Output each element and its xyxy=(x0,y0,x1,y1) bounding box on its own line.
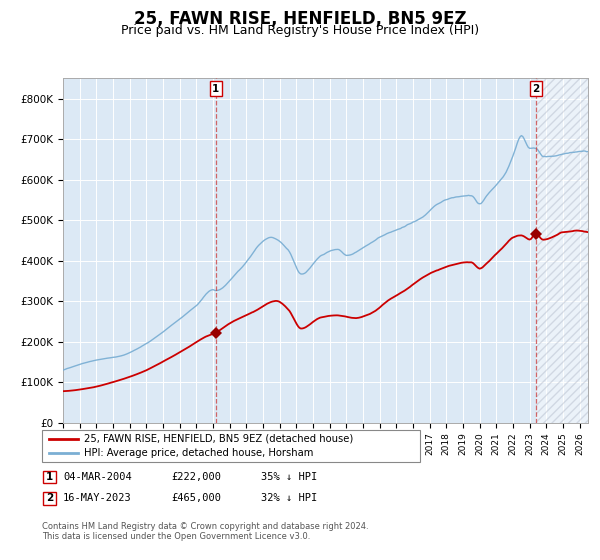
Text: 2: 2 xyxy=(46,493,53,503)
Text: 25, FAWN RISE, HENFIELD, BN5 9EZ (detached house): 25, FAWN RISE, HENFIELD, BN5 9EZ (detach… xyxy=(84,433,353,444)
Text: £222,000: £222,000 xyxy=(171,472,221,482)
Text: £465,000: £465,000 xyxy=(171,493,221,503)
Text: HPI: Average price, detached house, Horsham: HPI: Average price, detached house, Hors… xyxy=(84,448,313,458)
Text: Price paid vs. HM Land Registry's House Price Index (HPI): Price paid vs. HM Land Registry's House … xyxy=(121,24,479,36)
Text: 04-MAR-2004: 04-MAR-2004 xyxy=(63,472,132,482)
Text: 2: 2 xyxy=(532,83,539,94)
Text: 16-MAY-2023: 16-MAY-2023 xyxy=(63,493,132,503)
Text: 32% ↓ HPI: 32% ↓ HPI xyxy=(261,493,317,503)
Text: 35% ↓ HPI: 35% ↓ HPI xyxy=(261,472,317,482)
Bar xyxy=(536,78,588,423)
Text: 1: 1 xyxy=(46,472,53,482)
Text: 1: 1 xyxy=(212,83,220,94)
Text: Contains HM Land Registry data © Crown copyright and database right 2024.
This d: Contains HM Land Registry data © Crown c… xyxy=(42,522,368,542)
Text: 25, FAWN RISE, HENFIELD, BN5 9EZ: 25, FAWN RISE, HENFIELD, BN5 9EZ xyxy=(134,10,466,28)
